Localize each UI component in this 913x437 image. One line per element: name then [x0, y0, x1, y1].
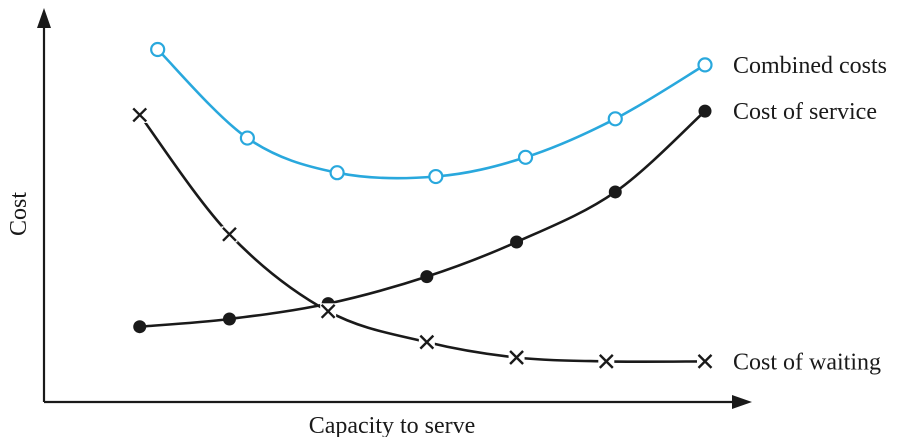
data-point-cost-of-waiting: [222, 226, 237, 242]
data-point-cost-of-waiting: [697, 354, 713, 369]
data-point-cost-of-service: [133, 320, 147, 334]
data-point-cost-of-service: [510, 235, 524, 249]
x-axis: [44, 395, 752, 409]
series-cost-of-waiting: Cost of waiting: [131, 106, 881, 375]
data-point-combined-costs: [517, 149, 534, 165]
data-point-combined-costs: [329, 165, 345, 181]
data-point-combined-costs: [239, 130, 255, 146]
x-axis-title: Capacity to serve: [309, 413, 476, 437]
data-point-cost-of-waiting: [132, 107, 148, 123]
y-axis-arrowhead: [37, 8, 51, 28]
data-point-cost-of-service: [420, 270, 434, 284]
series-line-combined-costs: [156, 48, 707, 180]
data-point-cost-of-waiting: [320, 303, 336, 319]
y-axis-title: Cost: [6, 192, 32, 236]
series-label-combined-costs: Combined costs: [733, 53, 887, 79]
data-point-combined-costs: [607, 111, 623, 127]
series-combined-costs: Combined costs: [150, 41, 887, 185]
data-point-cost-of-waiting: [509, 350, 524, 365]
data-point-cost-of-service: [698, 104, 712, 118]
series-label-cost-of-waiting: Cost of waiting: [733, 349, 881, 375]
series-cost-of-service: Cost of service: [133, 99, 877, 334]
data-point-cost-of-waiting: [598, 354, 614, 369]
x-axis-arrowhead: [732, 395, 752, 409]
data-point-cost-of-waiting: [419, 334, 435, 350]
series-layer: Combined costs Cost of service Cost of wai…: [131, 41, 887, 375]
y-axis: [37, 8, 51, 402]
series-label-cost-of-service: Cost of service: [733, 99, 877, 125]
data-point-cost-of-service: [608, 185, 622, 199]
data-point-combined-costs: [150, 41, 166, 58]
series-line-cost-of-service: [138, 109, 707, 328]
data-point-cost-of-service: [222, 312, 236, 326]
data-point-combined-costs: [697, 57, 713, 73]
data-point-combined-costs: [428, 168, 444, 185]
